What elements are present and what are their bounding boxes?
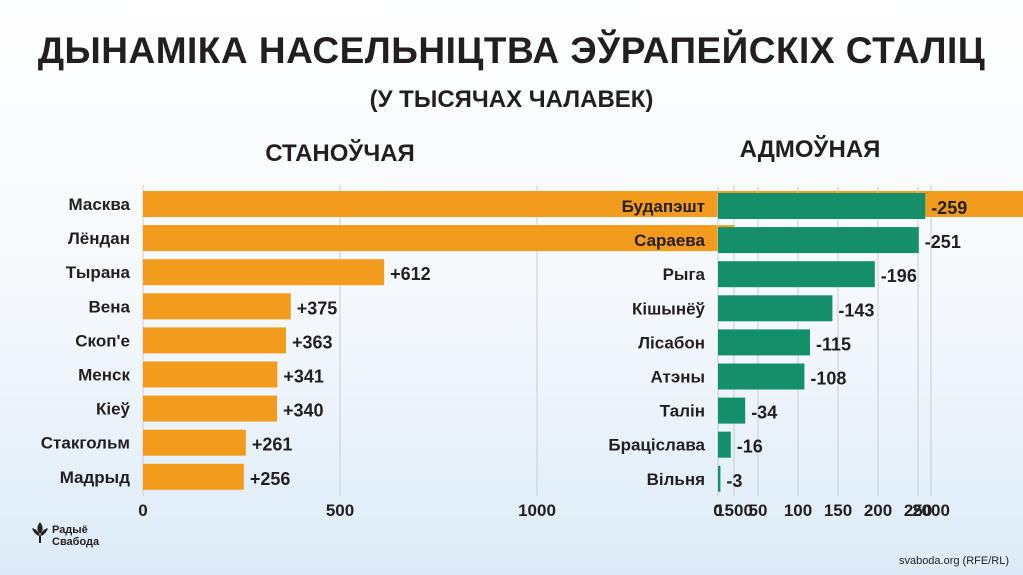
neg-category-label: Вільня bbox=[647, 470, 705, 489]
positive-panel-title: СТАНОЎЧАЯ bbox=[265, 140, 415, 167]
pos-category-label: Скоп'е bbox=[75, 331, 130, 350]
pos-bar bbox=[143, 225, 735, 252]
pos-category-label: Вена bbox=[89, 297, 131, 316]
pos-category-label: Стакгольм bbox=[41, 434, 130, 453]
neg-bar bbox=[718, 227, 919, 254]
pos-data-label: +261 bbox=[252, 435, 293, 455]
pos-category-label: Масква bbox=[69, 195, 131, 214]
pos-bar bbox=[143, 361, 278, 388]
chart-subtitle: (У ТЫСЯЧАХ ЧАЛАВЕК) bbox=[369, 86, 654, 113]
neg-bar bbox=[718, 363, 805, 390]
pos-x-tick-label: 1000 bbox=[518, 501, 556, 520]
neg-category-label: Лісабон bbox=[638, 333, 705, 352]
logo-line-2: Свабода bbox=[52, 536, 100, 548]
pos-category-label: Кіеў bbox=[96, 400, 131, 419]
neg-data-label: -143 bbox=[838, 300, 874, 320]
pos-data-label: +375 bbox=[297, 298, 338, 318]
neg-category-label: Браціслава bbox=[608, 436, 705, 455]
pos-bar bbox=[143, 463, 244, 490]
radio-svaboda-logo-icon bbox=[32, 522, 48, 543]
neg-data-label: -34 bbox=[751, 403, 777, 423]
neg-data-label: -108 bbox=[810, 369, 846, 389]
neg-category-label: Кішынёў bbox=[632, 299, 706, 318]
neg-x-tick-label: 200 bbox=[864, 501, 892, 520]
pos-bar bbox=[143, 395, 277, 422]
pos-bar bbox=[143, 429, 246, 456]
pos-x-tick-label: 0 bbox=[138, 501, 147, 520]
pos-bar bbox=[143, 293, 291, 320]
neg-x-tick-label: 150 bbox=[824, 501, 852, 520]
pos-category-label: Лёндан bbox=[68, 229, 130, 248]
neg-x-tick-label: 100 bbox=[784, 501, 812, 520]
pos-x-tick-label: 1500 bbox=[715, 501, 753, 520]
pos-x-tick-label: 500 bbox=[326, 501, 354, 520]
source-credit: svaboda.org (RFE/RL) bbox=[898, 555, 1009, 567]
neg-data-label: -3 bbox=[726, 471, 742, 491]
logo-text: Радыё Свабода bbox=[52, 524, 99, 548]
pos-category-label: Тырана bbox=[66, 263, 131, 282]
neg-data-label: -16 bbox=[737, 437, 763, 457]
neg-x-tick-label: 0 bbox=[713, 501, 722, 520]
neg-x-tick-label: 250 bbox=[904, 501, 932, 520]
neg-category-label: Рыга bbox=[663, 265, 706, 284]
neg-category-label: Сараева bbox=[634, 231, 705, 250]
neg-category-label: Атэны bbox=[650, 368, 705, 387]
negative-panel-title: АДМОЎНАЯ bbox=[739, 136, 881, 163]
pos-data-label: +363 bbox=[292, 332, 333, 352]
neg-category-label: Талін bbox=[660, 402, 705, 421]
neg-data-label: -115 bbox=[816, 334, 851, 354]
pos-data-label: +612 bbox=[390, 264, 431, 284]
pos-data-label: +340 bbox=[283, 401, 324, 421]
pos-data-label: +341 bbox=[283, 367, 324, 387]
neg-data-label: -259 bbox=[931, 198, 967, 218]
neg-bar bbox=[718, 397, 746, 424]
neg-bar bbox=[718, 295, 833, 322]
neg-data-label: -196 bbox=[881, 266, 917, 286]
pos-x-tick-label: 2000 bbox=[912, 501, 950, 520]
neg-bar bbox=[718, 261, 875, 288]
logo-line-1: Радыё bbox=[52, 524, 88, 536]
pos-category-label: Мадрыд bbox=[60, 468, 131, 487]
pos-bar bbox=[143, 259, 385, 286]
pos-category-label: Менск bbox=[78, 366, 130, 385]
neg-bar bbox=[718, 193, 926, 219]
pos-data-label: +256 bbox=[250, 469, 291, 489]
neg-data-label: -251 bbox=[925, 232, 961, 252]
neg-category-label: Будапэшт bbox=[622, 197, 705, 216]
pos-bar bbox=[143, 327, 287, 354]
neg-bar bbox=[718, 465, 721, 492]
neg-bar bbox=[718, 431, 731, 458]
neg-x-tick-label: 50 bbox=[749, 501, 768, 520]
neg-bar bbox=[718, 329, 810, 356]
chart-title: ДЫНАМІКА НАСЕЛЬНІЦТВА ЭЎРАПЕЙСКІХ СТАЛІЦ bbox=[37, 30, 986, 71]
